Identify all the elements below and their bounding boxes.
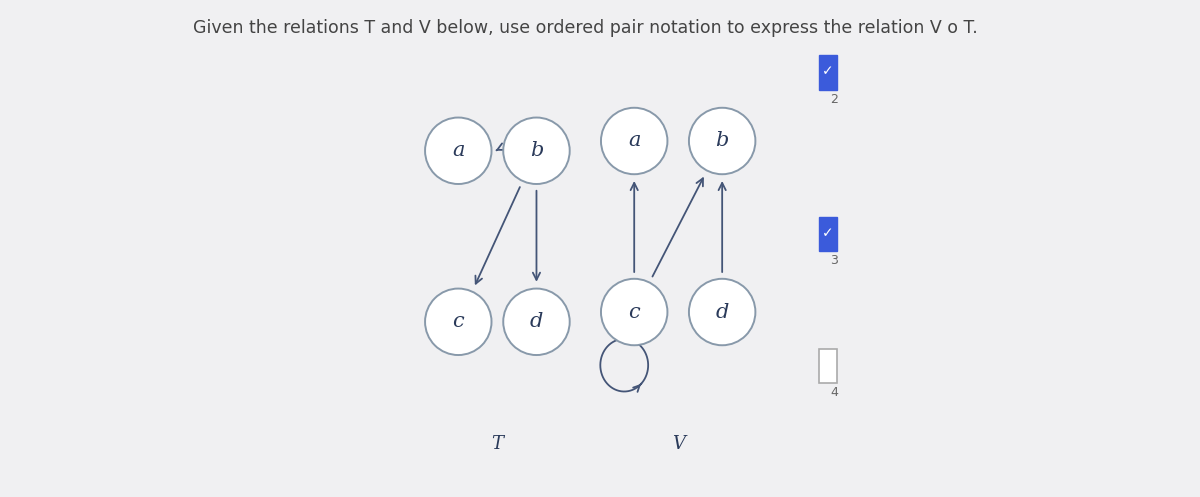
Text: b: b xyxy=(529,141,544,160)
Text: ✓: ✓ xyxy=(822,65,834,79)
Circle shape xyxy=(425,117,492,184)
Text: d: d xyxy=(715,303,728,322)
Text: c: c xyxy=(629,303,640,322)
Circle shape xyxy=(689,108,755,174)
FancyBboxPatch shape xyxy=(820,349,838,383)
Text: d: d xyxy=(529,312,544,331)
Text: b: b xyxy=(715,132,728,151)
Circle shape xyxy=(425,289,492,355)
Text: V: V xyxy=(672,435,685,453)
Text: Given the relations T and V below, use ordered pair notation to express the rela: Given the relations T and V below, use o… xyxy=(193,19,978,37)
Text: c: c xyxy=(452,312,464,331)
Circle shape xyxy=(503,117,570,184)
FancyBboxPatch shape xyxy=(820,217,838,251)
Text: 3: 3 xyxy=(830,254,838,267)
Text: 4: 4 xyxy=(830,386,838,399)
Circle shape xyxy=(601,279,667,345)
FancyBboxPatch shape xyxy=(820,56,838,89)
Text: 2: 2 xyxy=(830,93,838,106)
Circle shape xyxy=(689,279,755,345)
Circle shape xyxy=(601,108,667,174)
Text: a: a xyxy=(628,132,641,151)
Text: a: a xyxy=(452,141,464,160)
Text: T: T xyxy=(491,435,503,453)
Text: ✓: ✓ xyxy=(822,226,834,240)
Circle shape xyxy=(503,289,570,355)
